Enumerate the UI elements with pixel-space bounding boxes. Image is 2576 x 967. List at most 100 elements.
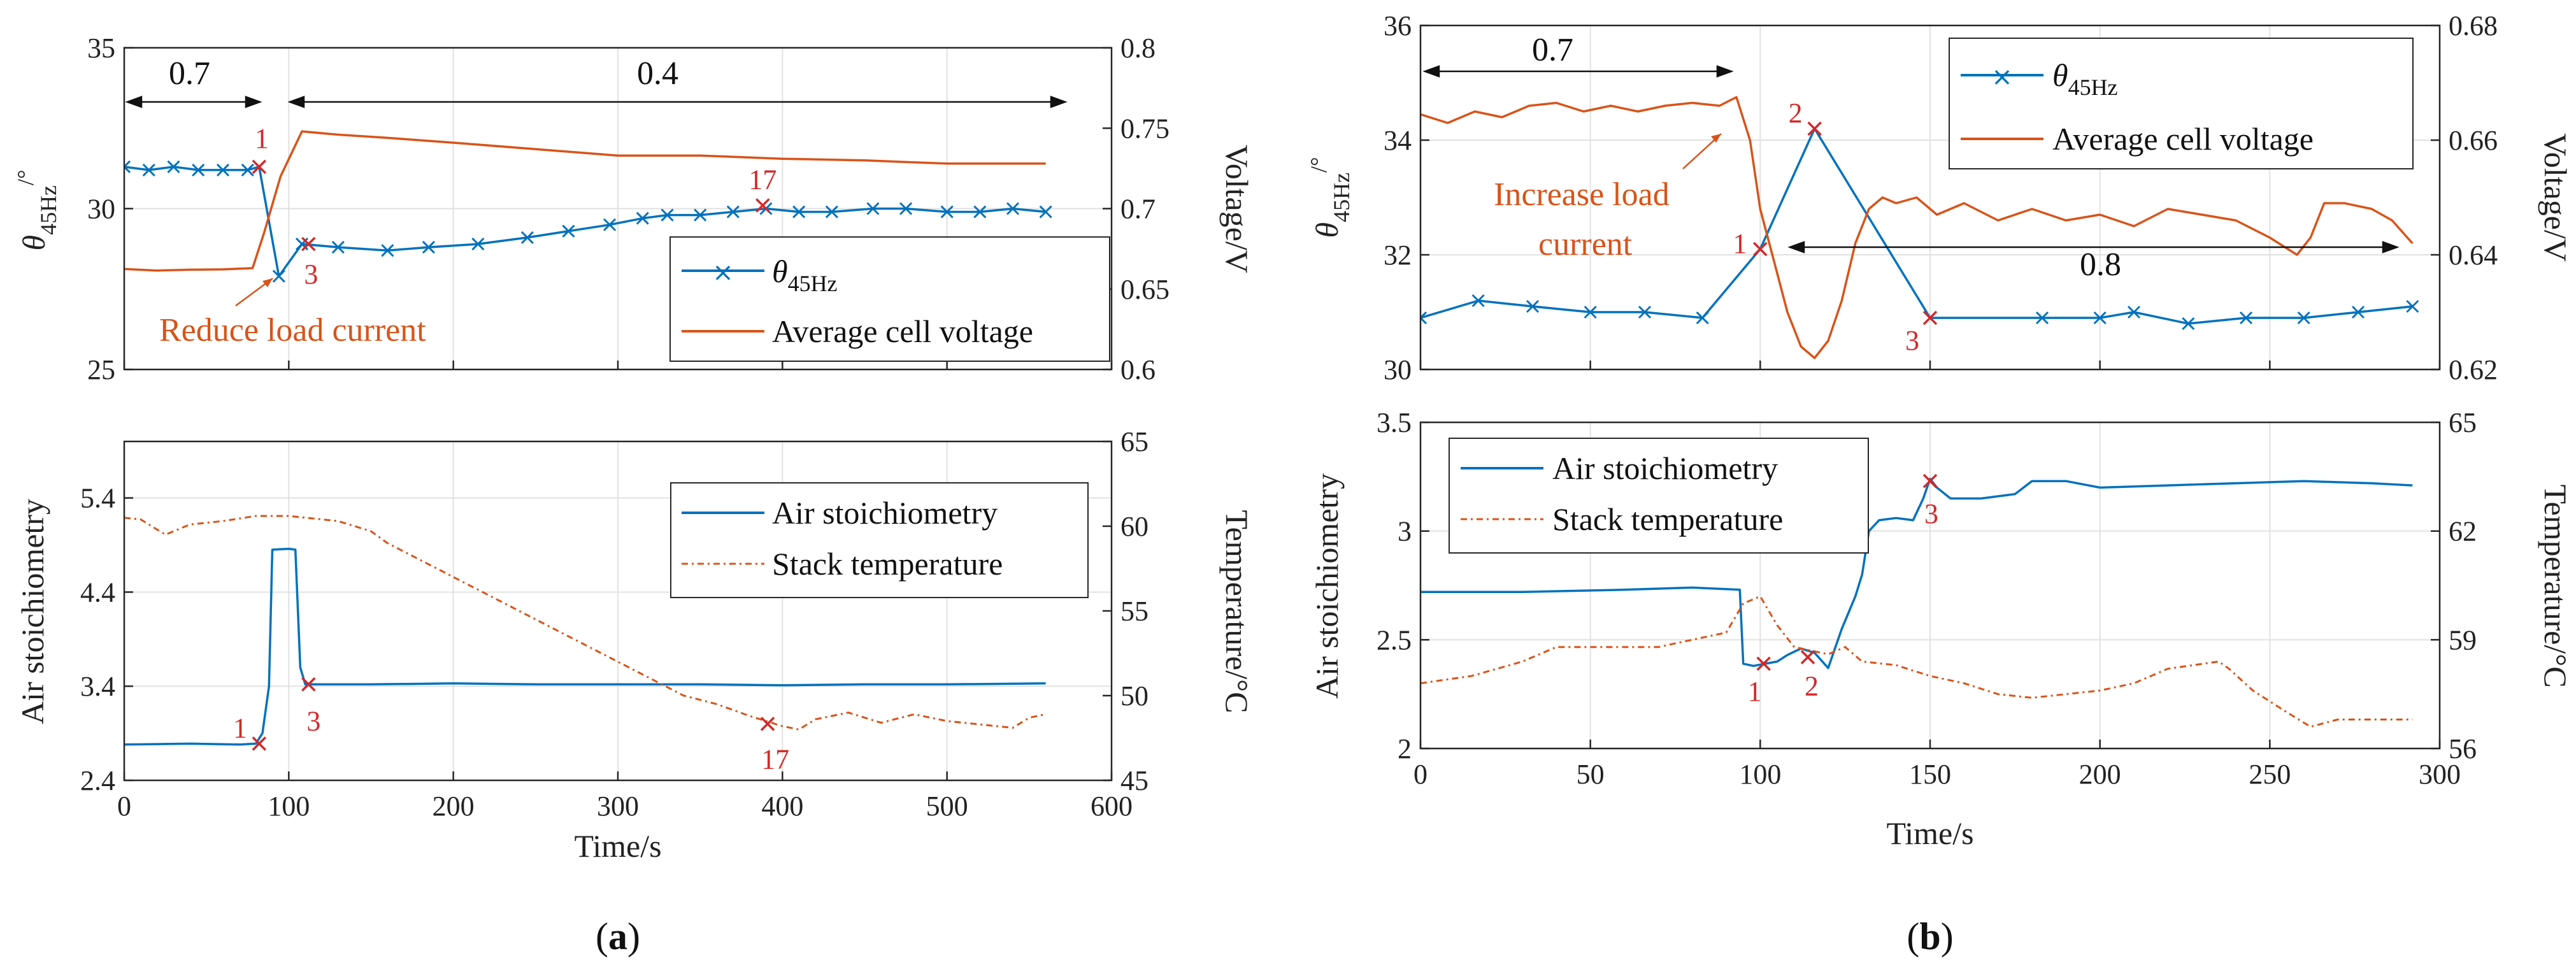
y-right-label: Voltage/V bbox=[1219, 145, 1255, 273]
chart-b-bottom: 0 50 100 150 200 250 300 2 2.5 3 3.5 56 59 62 65 Air s… bbox=[1309, 407, 2573, 851]
data-point-marker bbox=[603, 218, 617, 231]
x-tick-label: 50 bbox=[1577, 759, 1605, 790]
data-point-marker bbox=[1638, 305, 1652, 319]
legend-temp: Stack temperature bbox=[772, 546, 1003, 582]
highlight-label: 3 bbox=[1924, 498, 1938, 529]
data-point-marker bbox=[825, 205, 838, 218]
x-tick-label: 100 bbox=[1739, 759, 1781, 790]
degree-superscript: /° bbox=[13, 170, 38, 185]
span-arrow-0.7 bbox=[125, 96, 262, 108]
span-arrow-0.8 bbox=[1787, 241, 2400, 254]
y-left-tick-label: 3 bbox=[1398, 516, 1412, 547]
highlight-marker bbox=[1800, 650, 1815, 664]
y-right-tick-label: 0.66 bbox=[2449, 125, 2498, 156]
data-point-marker bbox=[142, 163, 155, 176]
data-point-marker bbox=[2035, 311, 2049, 325]
y-right-tick-label: 0.68 bbox=[2449, 10, 2498, 41]
y-right-tick-label: 55 bbox=[1120, 596, 1148, 627]
highlight-marker bbox=[1922, 473, 1938, 489]
x-tick-label: 100 bbox=[268, 791, 310, 822]
y-right-tick-label: 0.7 bbox=[1120, 194, 1156, 225]
legend-theta: θ45Hz bbox=[2052, 57, 2118, 100]
y-right-tick-label: 0.6 bbox=[1120, 354, 1156, 385]
y-right-tick-label: 0.75 bbox=[1120, 113, 1170, 144]
highlight-marker bbox=[1753, 241, 1768, 257]
highlight-marker bbox=[301, 677, 316, 692]
y-left-tick-label: 36 bbox=[1384, 10, 1412, 41]
data-point-marker bbox=[2127, 305, 2141, 319]
x-tick-label: 400 bbox=[761, 791, 803, 822]
x-tick-label: 250 bbox=[2249, 759, 2291, 790]
y-left-label: Air stoichiometry bbox=[1309, 473, 1345, 699]
data-point-marker bbox=[1584, 305, 1597, 319]
y-left-tick-label: 25 bbox=[87, 354, 115, 385]
series-line-secondary bbox=[1420, 595, 2413, 728]
data-point-marker bbox=[1471, 294, 1485, 308]
x-tick-label: 500 bbox=[926, 791, 968, 822]
span-label-0.7: 0.7 bbox=[1532, 32, 1573, 68]
y-right-label: Voltage/V bbox=[2538, 133, 2573, 262]
x-tick-label: 0 bbox=[117, 791, 131, 822]
annotation-reduce-load: Reduce load current bbox=[159, 312, 426, 348]
data-point-marker bbox=[973, 205, 987, 218]
x-tick-label: 600 bbox=[1091, 791, 1133, 822]
data-point-marker bbox=[562, 224, 575, 238]
data-point-marker bbox=[694, 208, 707, 222]
series-line-primary bbox=[1420, 477, 2413, 670]
theta-subscript: 45Hz bbox=[36, 185, 61, 235]
highlight-label: 2 bbox=[1805, 671, 1819, 702]
y-left-tick-label: 4.4 bbox=[80, 577, 115, 608]
legend: × θ45Hz Average cell voltage bbox=[1949, 38, 2414, 169]
y-right-tick-label: 65 bbox=[2449, 407, 2477, 438]
highlight-label: 1 bbox=[1733, 228, 1747, 259]
legend-marker: × bbox=[712, 258, 734, 287]
highlight-marker bbox=[301, 236, 316, 252]
y-right-tick-label: 0.62 bbox=[2449, 354, 2498, 385]
y-right-tick-label: 62 bbox=[2449, 516, 2477, 547]
series-line-secondary bbox=[124, 515, 1047, 731]
highlight-marker bbox=[760, 717, 775, 731]
highlight-marker bbox=[252, 736, 267, 751]
x-axis-label: Time/s bbox=[574, 828, 661, 864]
y-left-tick-label: 34 bbox=[1384, 125, 1412, 156]
axis-ticks: 0 50 100 150 200 250 300 2 2.5 3 3.5 56 59 62 65 bbox=[1377, 407, 2477, 790]
y-left-label: θ45Hz/° bbox=[13, 170, 61, 251]
highlight-label: 3 bbox=[304, 259, 318, 290]
data-point-marker bbox=[124, 160, 131, 173]
legend-box bbox=[1449, 438, 1869, 554]
y-right-tick-label: 50 bbox=[1120, 680, 1148, 712]
y-left-tick-label: 5.4 bbox=[80, 483, 115, 514]
data-point-marker bbox=[636, 211, 649, 225]
highlight-label: 17 bbox=[761, 743, 789, 775]
highlight-marker bbox=[1922, 310, 1938, 326]
y-left-tick-label: 3.5 bbox=[1377, 407, 1412, 438]
span-arrow-0.4 bbox=[287, 96, 1068, 108]
highlight-marker bbox=[1756, 656, 1771, 671]
data-point-marker bbox=[2297, 311, 2310, 325]
legend-box bbox=[1949, 38, 2414, 169]
series-line-secondary bbox=[124, 130, 1046, 272]
data-point-marker bbox=[2093, 311, 2107, 325]
data-point-marker bbox=[216, 163, 230, 176]
data-point-marker bbox=[2239, 311, 2253, 325]
legend-temp: Stack temperature bbox=[1552, 501, 1783, 537]
data-point-marker bbox=[167, 160, 180, 173]
y-right-tick-label: 0.64 bbox=[2449, 240, 2498, 271]
increase-load-arrow bbox=[1682, 133, 1722, 169]
data-point-marker bbox=[422, 241, 435, 254]
data-point-marker bbox=[1696, 311, 1709, 325]
caption-b: (b) bbox=[1907, 915, 1953, 957]
y-left-tick-label: 2.5 bbox=[1377, 624, 1412, 655]
data-point-marker bbox=[2351, 305, 2365, 319]
y-left-tick-label: 32 bbox=[1384, 240, 1412, 271]
y-left-label: θ45Hz/° bbox=[1306, 157, 1354, 238]
reduce-load-arrow bbox=[235, 277, 273, 307]
y-right-label: Temperature/°C bbox=[2538, 484, 2573, 687]
highlight-marker bbox=[252, 159, 267, 175]
data-point-marker bbox=[1526, 299, 1540, 313]
legend: × θ45Hz Average cell voltage bbox=[669, 236, 1110, 362]
y-left-label: Air stoichiometry bbox=[15, 499, 50, 724]
highlight-label: 17 bbox=[748, 164, 776, 195]
y-right-label: Temperature/°C bbox=[1219, 510, 1255, 713]
